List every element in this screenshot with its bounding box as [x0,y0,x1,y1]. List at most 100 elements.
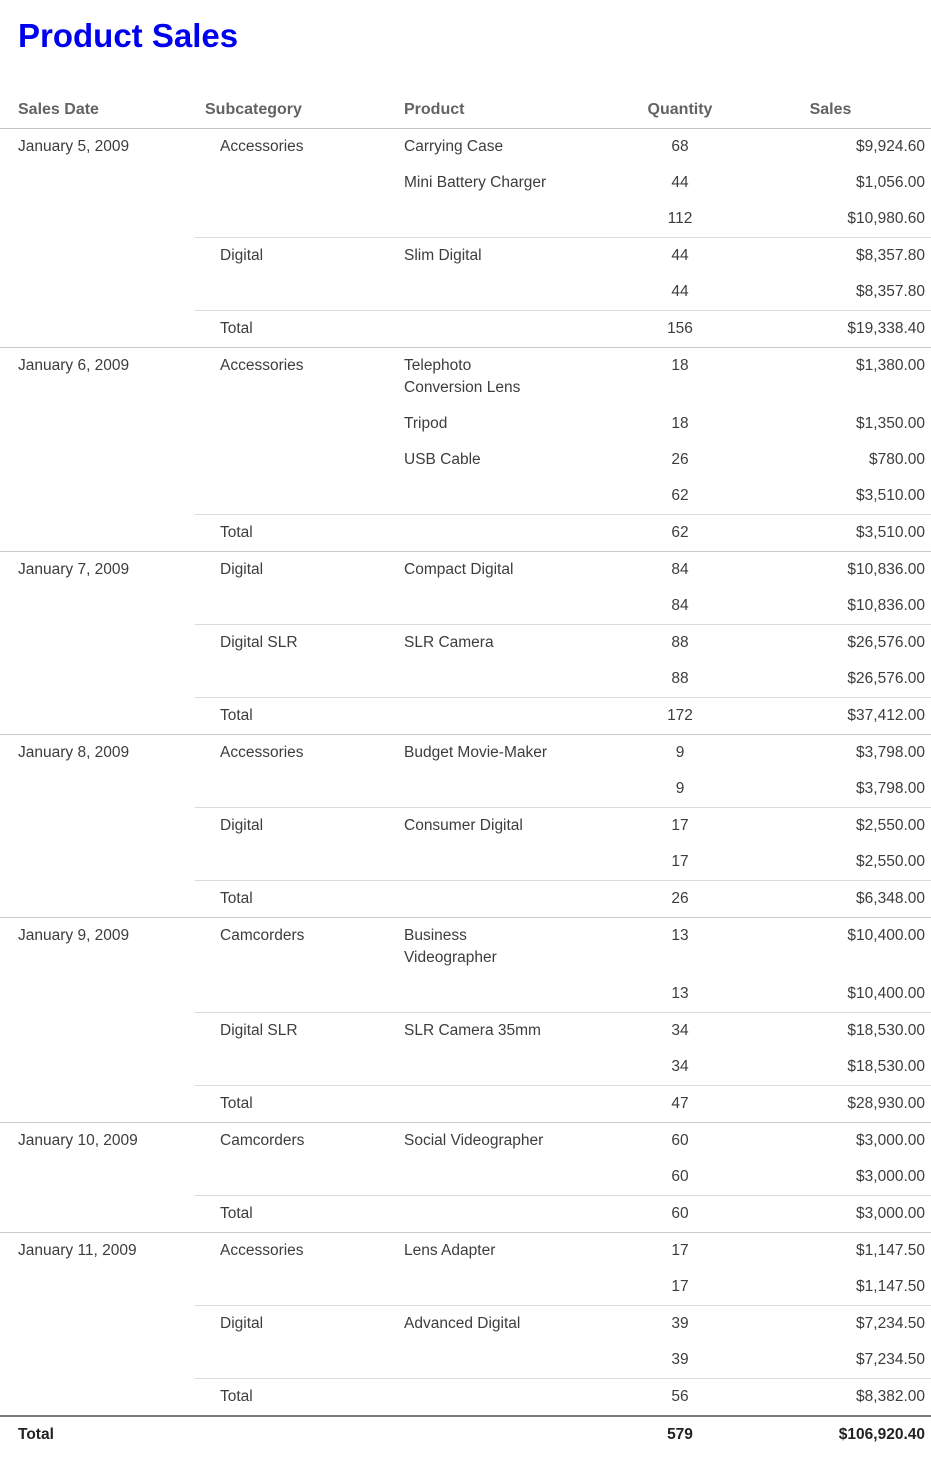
total-label-cell: Total [195,514,395,552]
product-cell [395,478,630,515]
subcategory-cell [195,442,395,478]
sales-cell: $9,924.60 [856,138,925,155]
subcategory-cell: Digital SLR [195,1012,395,1049]
product-cell [395,661,630,698]
product-cell: Budget Movie-Maker [395,734,630,771]
subcategory-subtotal-row: 44 $8,357.80 [0,274,931,311]
sales-cell: $3,798.00 [730,734,931,771]
quantity-cell: 172 [630,697,730,735]
quantity-cell: 112 [667,210,693,227]
total-label-cell: Total [195,1085,395,1123]
col-header-sales[interactable]: Sales [730,56,931,129]
date-cell: January 8, 2009 [0,734,195,771]
product-cell [395,1049,630,1086]
date-total-row: Total 172 $37,412.00 [0,697,931,735]
subcategory-cell [195,976,395,1013]
quantity-cell: 13 [671,985,689,1002]
product-sales-table: Sales Date Subcategory Product Quantity … [0,56,931,1453]
date-cell [0,1379,195,1417]
quantity-cell: 34 [671,1058,689,1075]
date-total-row: Total 62 $3,510.00 [0,514,931,552]
date-cell [0,442,195,478]
col-header-sales-date[interactable]: Sales Date [0,56,195,129]
col-header-quantity[interactable]: Quantity [630,56,730,129]
product-row: January 9, 2009 Camcorders Business Videog… [0,917,931,976]
sales-cell: $18,530.00 [847,1058,925,1075]
report-title: Product Sales [18,17,239,54]
sales-cell: $26,576.00 [847,670,925,687]
quantity-cell: 60 [630,1122,730,1159]
subcategory-cell: Digital [195,1305,395,1342]
date-cell: January 7, 2009 [0,551,195,588]
quantity-cell: 26 [671,451,689,468]
date-cell [0,165,195,201]
product-row: Digital Consumer Digital 17 $2,550.00 [0,807,931,844]
date-cell: January 6, 2009 [0,347,195,406]
subcategory-cell [195,165,395,201]
quantity-cell: 156 [630,310,730,348]
quantity-cell: 34 [630,1012,730,1049]
date-cell [0,1342,195,1379]
product-cell [395,1159,630,1196]
subcategory-subtotal-row: 17 $1,147.50 [0,1269,931,1306]
date-total-row: Total 56 $8,382.00 [0,1378,931,1417]
subcategory-cell: Accessories [195,734,395,771]
header-row: Sales Date Subcategory Product Quantity … [0,56,931,129]
quantity-cell: 39 [630,1305,730,1342]
sales-cell: $1,056.00 [856,174,925,191]
subcategory-cell [195,771,395,808]
quantity-cell: 44 [630,237,730,274]
product-cell [395,514,630,552]
total-label-cell: Total [195,880,395,918]
subcategory-subtotal-row: 62 $3,510.00 [0,478,931,515]
sales-cell: $3,510.00 [730,514,931,552]
product-row: January 5, 2009 Accessories Carrying Case 6… [0,129,931,166]
quantity-cell: 62 [671,487,689,504]
quantity-cell: 47 [630,1085,730,1123]
subcategory-cell: Digital SLR [195,624,395,661]
sales-cell: $3,000.00 [730,1122,931,1159]
product-cell: Telephoto Conversion Lens [395,347,630,406]
subcategory-subtotal-row: 13 $10,400.00 [0,976,931,1013]
col-header-product[interactable]: Product [395,56,630,129]
product-row: January 11, 2009 Accessories Lens Adapter 1… [0,1232,931,1269]
product-row: January 8, 2009 Accessories Budget Movie-M… [0,734,931,771]
sales-cell: $7,234.50 [856,1351,925,1368]
product-cell [395,1378,630,1416]
sales-cell: $1,380.00 [730,347,931,406]
sales-cell: $19,338.40 [730,310,931,348]
sales-cell: $26,576.00 [730,624,931,661]
sales-cell: $1,147.50 [856,1278,925,1295]
col-header-subcategory[interactable]: Subcategory [195,56,395,129]
product-cell: Tripod [404,415,448,432]
subcategory-cell [195,406,395,442]
sales-cell: $2,550.00 [730,807,931,844]
product-cell [395,310,630,348]
quantity-cell: 68 [671,138,689,155]
sales-cell: $8,357.80 [856,283,925,300]
date-cell [0,881,195,918]
date-cell [0,698,195,735]
date-cell [0,588,195,625]
product-cell: Slim Digital [395,237,630,274]
product-cell [395,588,630,625]
date-cell [0,478,195,515]
product-row: January 7, 2009 Digital Compact Digital 84 $… [0,551,931,588]
grand-total-row: Total 579 $106,920.40 [0,1415,931,1453]
subcategory-subtotal-row: 60 $3,000.00 [0,1159,931,1196]
subcategory-cell: Digital [195,807,395,844]
subcategory-cell [195,1159,395,1196]
sales-cell: $10,400.00 [847,985,925,1002]
date-cell [0,771,195,808]
quantity-cell: 84 [630,551,730,588]
subcategory-subtotal-row: 34 $18,530.00 [0,1049,931,1086]
date-cell: January 5, 2009 [18,138,130,155]
product-cell: Carrying Case [404,138,504,155]
product-row: Digital SLR SLR Camera 88 $26,576.00 [0,624,931,662]
grand-total-quantity-cell: 579 [630,1415,730,1453]
quantity-cell: 62 [630,514,730,552]
date-cell [0,625,195,662]
date-cell [0,406,195,442]
product-cell: SLR Camera 35mm [395,1012,630,1049]
date-cell [0,661,195,698]
